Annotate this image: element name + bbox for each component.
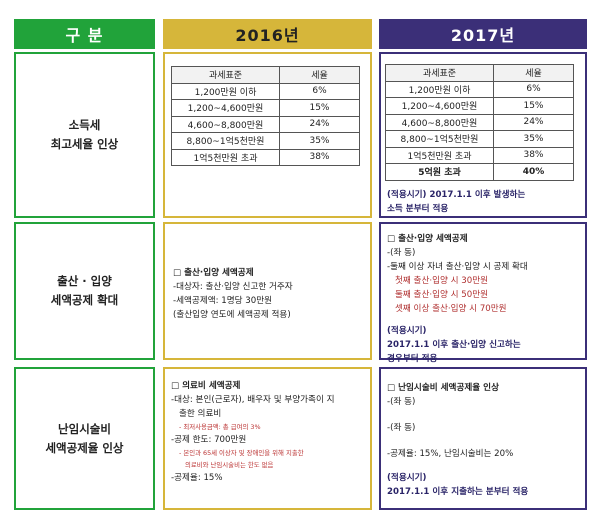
text-line: -대상자: 출산·입양 신고한 거주자: [173, 282, 293, 292]
birth-2017-text: □ 출산·입양 세액공제 -(좌 동) -둘째 이상 자녀 출산·입양 시 공제…: [387, 232, 528, 366]
cell-2017-income-tax: 과세표준 세율 1,200만원 이하 6% 1,200~4,600만원 15% 4,…: [379, 52, 587, 218]
text-line: -(좌 동): [387, 423, 416, 433]
cell-2016-income-tax: 과세표준 세율 1,200만원 이하 6% 1,200~4,600만원 15% 4,…: [163, 52, 372, 218]
note-line: 소득 분부터 적용: [387, 204, 449, 214]
table-header-row: 과세표준 세율: [385, 64, 574, 82]
cell-2016-birth-adoption: □ 출산·입양 세액공제 -대상자: 출산·입양 신고한 거주자 -세액공제액:…: [163, 222, 372, 360]
tax-rate-table-2016: 과세표준 세율 1,200만원 이하 6% 1,200~4,600만원 15% 4,…: [171, 66, 360, 166]
cell-base: 5억원 초과: [385, 163, 494, 181]
cell-rate: 35%: [279, 132, 360, 150]
text-line: -공제율: 15%, 난임시술비는 20%: [387, 449, 514, 459]
table-row: 4,600~8,800만원 24%: [385, 113, 574, 131]
col-header-base: 과세표준: [171, 66, 280, 84]
cell-base: 8,800~1억5천만원: [385, 130, 494, 148]
table-row: 1,200~4,600만원 15%: [171, 99, 360, 117]
note-line: (적용시기): [387, 326, 427, 336]
small-note: - 최저사용금액: 총 급여의 3%: [179, 423, 261, 431]
small-note: 의료비와 난임시술비는 한도 없음: [185, 461, 274, 469]
text-line: -대상: 본인(근로자), 배우자 및 부양가족이 지: [171, 395, 335, 405]
table-row: 1억5천만원 초과 38%: [171, 148, 360, 166]
cell-rate: 38%: [279, 148, 360, 166]
red-line: 둘째 출산·입양 시 50만원: [395, 290, 489, 300]
table-row: 1,200~4,600만원 15%: [385, 97, 574, 115]
cell-rate: 40%: [493, 163, 574, 181]
cell-rate: 6%: [279, 82, 360, 100]
col-header-base: 과세표준: [385, 64, 494, 82]
ivf-2017-text: □ 난임시술비 세액공제율 인상 -(좌 동) -(좌 동) -공제율: 15%…: [387, 381, 528, 499]
row-label-line2: 최고세율 인상: [50, 137, 119, 151]
col-header-rate: 세율: [493, 64, 574, 82]
header-2017: 2017년: [379, 19, 587, 49]
section-title: □ 출산·입양 세액공제: [173, 268, 254, 278]
text-line: -(좌 동): [387, 248, 416, 258]
text-line: (출산입양 연도에 세액공제 적용): [173, 310, 291, 320]
cell-base: 1,200~4,600만원: [171, 99, 280, 117]
table-row: 1,200만원 이하 6%: [171, 82, 360, 100]
cell-rate: 38%: [493, 146, 574, 164]
text-line: -둘째 이상 자녀 출산·입양 시 공제 확대: [387, 262, 528, 272]
cell-base: 1억5천만원 초과: [171, 148, 280, 166]
cell-2017-infertility: □ 난임시술비 세액공제율 인상 -(좌 동) -(좌 동) -공제율: 15%…: [379, 367, 587, 510]
col-header-rate: 세율: [279, 66, 360, 84]
cell-base: 4,600~8,800만원: [171, 115, 280, 133]
table-header-row: 과세표준 세율: [171, 66, 360, 84]
row-label-line2: 세액공제율 인상: [45, 440, 124, 455]
cell-base: 1,200~4,600만원: [385, 97, 494, 115]
header-category: 구 분: [14, 19, 155, 49]
red-line: 첫째 출산·입양 시 30만원: [395, 276, 489, 286]
cell-rate: 24%: [279, 115, 360, 133]
section-title: □ 의료비 세액공제: [171, 381, 241, 391]
note-line: (적용시기): [387, 473, 427, 483]
cell-base: 1억5천만원 초과: [385, 146, 494, 164]
ivf-2016-text: □ 의료비 세액공제 -대상: 본인(근로자), 배우자 및 부양가족이 지 출…: [171, 379, 335, 485]
cell-rate: 6%: [493, 80, 574, 98]
row-label-line1: 소득세: [68, 118, 101, 132]
note-line: 경우부터 적용: [387, 354, 438, 364]
text-line: -(좌 동): [387, 397, 416, 407]
cell-base: 4,600~8,800만원: [385, 113, 494, 131]
cell-base: 8,800~1억5천만원: [171, 132, 280, 150]
birth-2016-text: □ 출산·입양 세액공제 -대상자: 출산·입양 신고한 거주자 -세액공제액:…: [173, 266, 293, 322]
text-line: -공제 한도: 700만원: [171, 435, 247, 445]
row-label-infertility: 난임시술비 세액공제율 인상: [14, 367, 155, 510]
text-line: -공제율: 15%: [171, 473, 223, 483]
red-line: 셋째 이상 출산·입양 시 70만원: [395, 304, 507, 314]
table-row: 8,800~1억5천만원 35%: [385, 130, 574, 148]
row-label-birth-adoption: 출산 · 입양 세액공제 확대: [14, 222, 155, 360]
note-line: 2017.1.1 이후 지출하는 분부터 적용: [387, 487, 529, 497]
cell-base: 1,200만원 이하: [385, 80, 494, 98]
cell-base: 1,200만원 이하: [171, 82, 280, 100]
cell-rate: 24%: [493, 113, 574, 131]
text-line: -세액공제액: 1명당 30만원: [173, 296, 273, 306]
table-row: 1억5천만원 초과 38%: [385, 146, 574, 164]
row-label-line1: 난임시술비: [58, 421, 111, 436]
section-title: □ 난임시술비 세액공제율 인상: [387, 383, 499, 393]
table-row: 8,800~1억5천만원 35%: [171, 132, 360, 150]
row-label-line2: 세액공제 확대: [50, 293, 119, 307]
note-line: 2017.1.1 이후 출산·입양 신고하는: [387, 340, 521, 350]
small-note: - 본인과 65세 이상자 및 장애인을 위해 지출한: [179, 449, 304, 457]
text-line: 출한 의료비: [179, 409, 222, 419]
header-2016: 2016년: [163, 19, 372, 49]
tax-rate-table-2017: 과세표준 세율 1,200만원 이하 6% 1,200~4,600만원 15% 4,…: [385, 64, 574, 181]
table-row-new-bracket: 5억원 초과 40%: [385, 163, 574, 181]
cell-2016-infertility: □ 의료비 세액공제 -대상: 본인(근로자), 배우자 및 부양가족이 지 출…: [163, 367, 372, 510]
row-label-line1: 출산 · 입양: [57, 274, 112, 288]
cell-rate: 15%: [493, 97, 574, 115]
cell-rate: 15%: [279, 99, 360, 117]
row-label-income-tax: 소득세 최고세율 인상: [14, 52, 155, 218]
table-row: 4,600~8,800만원 24%: [171, 115, 360, 133]
effective-date-note: (적용시기) 2017.1.1 이후 발생하는 소득 분부터 적용: [387, 188, 525, 216]
cell-2017-birth-adoption: □ 출산·입양 세액공제 -(좌 동) -둘째 이상 자녀 출산·입양 시 공제…: [379, 222, 587, 364]
table-row: 1,200만원 이하 6%: [385, 80, 574, 98]
note-line: (적용시기) 2017.1.1 이후 발생하는: [387, 190, 526, 200]
cell-rate: 35%: [493, 130, 574, 148]
section-title: □ 출산·입양 세액공제: [387, 234, 468, 244]
